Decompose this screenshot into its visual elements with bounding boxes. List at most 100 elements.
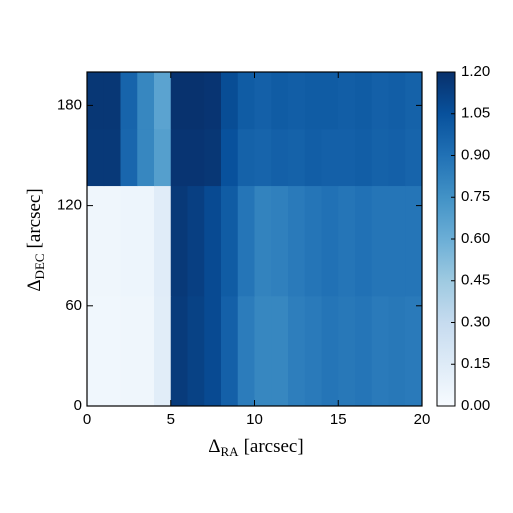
- heat-cell: [120, 295, 138, 407]
- heat-cell: [154, 72, 172, 130]
- x-label-unit: [arcsec]: [244, 436, 304, 457]
- heat-cell: [87, 295, 105, 407]
- colorbar-tick-label: 0.45: [461, 272, 490, 289]
- heat-cell: [371, 295, 389, 407]
- heat-cell: [371, 128, 389, 187]
- heat-cell: [120, 128, 138, 187]
- heat-cell: [371, 72, 389, 130]
- x-tick-label: 0: [83, 411, 91, 428]
- heat-cell: [204, 185, 222, 297]
- x-tick-label: 5: [167, 411, 175, 428]
- heat-cell: [371, 185, 389, 297]
- heat-cell: [388, 128, 406, 187]
- heat-cell: [221, 295, 239, 407]
- heat-cell: [288, 128, 306, 187]
- heat-cell: [103, 128, 121, 187]
- heat-cell: [204, 295, 222, 407]
- y-tick-label: 120: [57, 197, 82, 214]
- colorbar-tick-label: 0.90: [461, 146, 490, 163]
- colorbar-tick-label: 0.00: [461, 397, 490, 414]
- heat-cell: [271, 295, 289, 407]
- x-tick-label: 20: [414, 411, 431, 428]
- heat-cell: [321, 72, 339, 130]
- heat-cell: [187, 185, 205, 297]
- y-tick-label: 60: [65, 297, 82, 314]
- x-label-symbol: Δ: [208, 436, 220, 457]
- heat-cell: [137, 295, 155, 407]
- heat-cell: [237, 185, 255, 297]
- heat-cell: [271, 128, 289, 187]
- colorbar-tick-label: 0.60: [461, 230, 490, 247]
- y-tick-label: 0: [74, 397, 82, 414]
- heat-cell: [204, 128, 222, 187]
- heat-cell: [405, 72, 423, 130]
- heat-cell: [170, 295, 188, 407]
- y-tick-label: 180: [57, 96, 82, 113]
- heat-cell: [388, 295, 406, 407]
- heat-cell: [87, 185, 105, 297]
- heat-cell: [103, 72, 121, 130]
- y-label-subscript: DEC: [32, 253, 47, 279]
- heat-cell: [87, 128, 105, 187]
- heat-cell: [237, 295, 255, 407]
- y-axis-label: ΔDEC [arcsec]: [24, 188, 47, 291]
- heat-cell: [288, 295, 306, 407]
- heat-cell: [304, 128, 322, 187]
- heat-cell: [271, 72, 289, 130]
- colorbar-tick-label: 1.20: [461, 63, 490, 80]
- heat-cell: [338, 295, 356, 407]
- x-tick-label: 15: [330, 411, 347, 428]
- heat-cell: [388, 185, 406, 297]
- heat-cell: [187, 72, 205, 130]
- heat-cell: [103, 185, 121, 297]
- heat-cell: [254, 185, 272, 297]
- heat-cell: [355, 128, 373, 187]
- heat-cell: [338, 185, 356, 297]
- colorbar-tick-label: 0.75: [461, 188, 490, 205]
- heat-cell: [338, 72, 356, 130]
- heat-cell: [355, 185, 373, 297]
- heat-cell: [355, 72, 373, 130]
- heat-cell: [187, 295, 205, 407]
- heat-cell: [355, 295, 373, 407]
- heat-cell: [321, 295, 339, 407]
- heat-cell: [237, 128, 255, 187]
- x-axis-label: ΔRA [arcsec]: [208, 436, 303, 459]
- colorbar-tick-label: 0.15: [461, 355, 490, 372]
- heat-cell: [137, 72, 155, 130]
- heat-cell: [304, 185, 322, 297]
- heat-cell: [271, 185, 289, 297]
- heat-cell: [405, 295, 423, 407]
- heat-cell: [254, 128, 272, 187]
- heat-cell: [221, 185, 239, 297]
- heat-cell: [288, 185, 306, 297]
- heat-cell: [221, 72, 239, 130]
- heat-cell: [103, 295, 121, 407]
- heat-cell: [87, 72, 105, 130]
- heat-cell: [137, 128, 155, 187]
- colorbar-tick-label: 0.30: [461, 313, 490, 330]
- heat-cell: [137, 185, 155, 297]
- heat-cell: [304, 72, 322, 130]
- heat-cell: [120, 185, 138, 297]
- heat-cell: [120, 72, 138, 130]
- heat-cell: [154, 185, 172, 297]
- heat-cell: [154, 128, 172, 187]
- heat-cell: [254, 72, 272, 130]
- colorbar-tick-label: 1.05: [461, 105, 490, 122]
- y-label-unit: [arcsec]: [24, 188, 45, 248]
- heat-cell: [170, 72, 188, 130]
- x-label-subscript: RA: [221, 444, 240, 459]
- heat-cell: [254, 295, 272, 407]
- x-tick-label: 10: [246, 411, 263, 428]
- heat-cell: [405, 128, 423, 187]
- heat-cell: [288, 72, 306, 130]
- heat-cell: [388, 72, 406, 130]
- heat-cell: [170, 185, 188, 297]
- heat-cell: [154, 295, 172, 407]
- heat-cell: [321, 185, 339, 297]
- heat-cell: [338, 128, 356, 187]
- heat-cell: [187, 128, 205, 187]
- heat-cell: [304, 295, 322, 407]
